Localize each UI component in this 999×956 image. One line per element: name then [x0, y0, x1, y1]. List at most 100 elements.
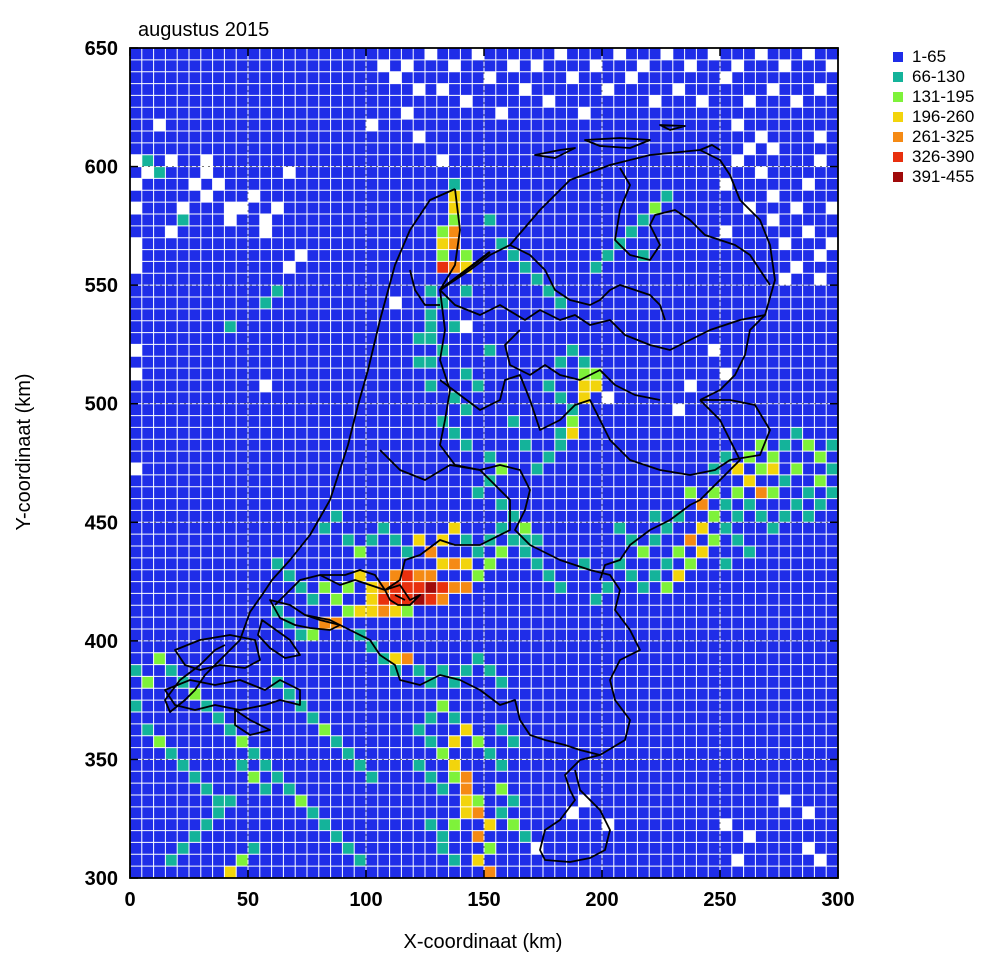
heatmap-cell [366, 640, 378, 653]
heatmap-cell [200, 225, 213, 238]
heatmap-cell [602, 59, 614, 72]
heatmap-cell [613, 95, 626, 108]
heatmap-cell [354, 308, 366, 321]
heatmap-cell [212, 569, 225, 582]
heatmap-cell [531, 368, 543, 380]
heatmap-cell [779, 617, 791, 629]
heatmap-cell [283, 664, 296, 677]
heatmap-cell [637, 747, 650, 760]
heatmap-cell [330, 131, 343, 143]
heatmap-cell [224, 664, 237, 677]
heatmap-cell [342, 202, 355, 214]
heatmap-cell [826, 368, 838, 380]
heatmap-cell [590, 640, 602, 653]
heatmap-cell [566, 783, 579, 795]
heatmap-cell [189, 320, 201, 333]
heatmap-cell [590, 237, 602, 250]
heatmap-cell [448, 154, 461, 167]
heatmap-cell [731, 806, 744, 819]
heatmap-cell [189, 759, 201, 772]
legend-label: 326-390 [912, 147, 974, 166]
heatmap-cell [307, 854, 319, 867]
heatmap-cell [731, 344, 744, 357]
heatmap-cell [826, 688, 838, 701]
heatmap-cell [224, 830, 237, 843]
heatmap-cell [484, 427, 496, 440]
heatmap-cell [507, 581, 520, 594]
heatmap-cell [625, 593, 638, 606]
heatmap-cell [578, 427, 591, 440]
legend-label: 131-195 [912, 87, 974, 106]
heatmap-cell [141, 700, 154, 712]
heatmap-cell [484, 119, 496, 131]
heatmap-cell [224, 640, 237, 653]
heatmap-cell [720, 735, 732, 748]
heatmap-cell [484, 771, 496, 784]
heatmap-cell [625, 771, 638, 784]
heatmap-cell [318, 593, 331, 606]
heatmap-cell [779, 368, 791, 380]
heatmap-cell [366, 107, 378, 120]
province-border-ijssel [504, 329, 661, 401]
heatmap-cell [720, 463, 732, 475]
heatmap-cell [401, 842, 414, 855]
heatmap-cell [212, 83, 225, 96]
heatmap-cell [271, 391, 284, 404]
heatmap-cell [802, 83, 815, 96]
heatmap-cell [507, 593, 520, 606]
heatmap-cell [814, 391, 827, 404]
heatmap-cell [696, 605, 709, 618]
heatmap-cell [236, 486, 248, 499]
heatmap-cell [566, 498, 579, 511]
heatmap-cell [779, 818, 791, 831]
heatmap-cell [578, 688, 591, 701]
heatmap-cell [684, 71, 697, 84]
heatmap-cell [248, 652, 260, 665]
heatmap-cell [696, 771, 709, 784]
heatmap-cell [236, 403, 248, 416]
heatmap-cell [436, 652, 449, 665]
heatmap-cell [519, 71, 532, 84]
heatmap-cell [448, 463, 461, 475]
heatmap-cell [613, 830, 626, 843]
heatmap-cell [401, 510, 414, 523]
heatmap-cell [330, 735, 343, 748]
heatmap-cell [295, 557, 307, 570]
heatmap-cell [484, 629, 496, 641]
heatmap-cell [307, 178, 319, 191]
heatmap-cell [425, 107, 437, 120]
heatmap-cell [236, 48, 248, 60]
heatmap-cell [613, 818, 626, 831]
heatmap-cell [389, 95, 402, 108]
heatmap-cell [141, 664, 154, 677]
heatmap-cell [448, 439, 461, 452]
heatmap-cell [436, 522, 449, 535]
heatmap-cell [495, 806, 508, 819]
heatmap-cell [413, 380, 425, 392]
heatmap-cell [224, 344, 237, 357]
heatmap-cell [342, 605, 355, 618]
heatmap-cell [649, 202, 661, 214]
heatmap-cell [295, 617, 307, 629]
heatmap-cell [413, 474, 425, 487]
heatmap-cell [212, 676, 225, 689]
heatmap-cell [696, 71, 709, 84]
heatmap-cell [790, 166, 803, 179]
heatmap-cell [566, 771, 579, 784]
heatmap-cell [425, 818, 437, 831]
heatmap-cell [484, 783, 496, 795]
heatmap-cell [236, 214, 248, 226]
heatmap-cell [366, 83, 378, 96]
heatmap-cell [389, 486, 402, 499]
heatmap-cell [613, 747, 626, 760]
heatmap-cell [484, 818, 496, 831]
heatmap-cell [507, 320, 520, 333]
heatmap-cell [779, 380, 791, 392]
heatmap-cell [425, 735, 437, 748]
heatmap-cell [755, 546, 768, 558]
heatmap-cell [212, 380, 225, 392]
heatmap-cell [696, 190, 709, 203]
heatmap-cell [684, 202, 697, 214]
heatmap-cell [613, 249, 626, 262]
heatmap-cell [554, 735, 567, 748]
